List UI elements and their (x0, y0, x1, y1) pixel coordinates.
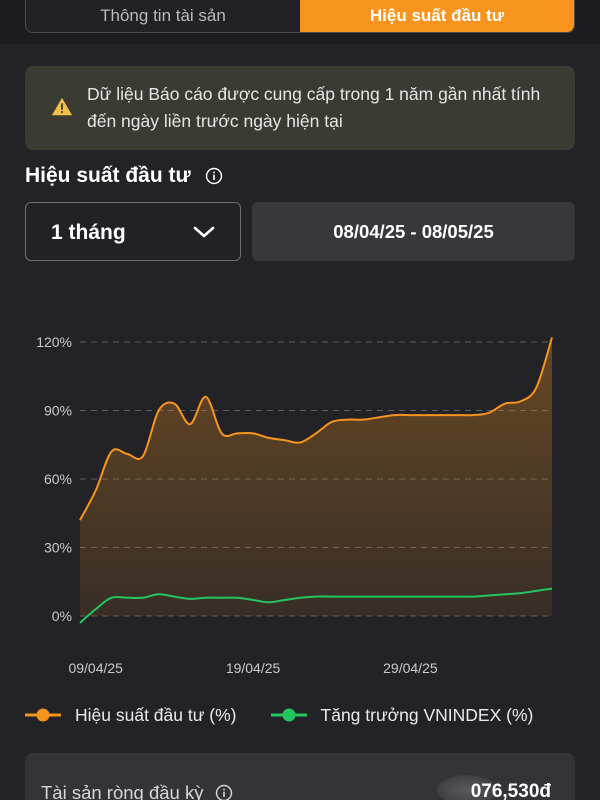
tab-investment-performance[interactable]: Hiệu suất đầu tư (300, 0, 574, 32)
period-dropdown[interactable]: 1 tháng (25, 202, 241, 261)
legend-marker-green (270, 708, 307, 722)
net-asset-card: Tài sản ròng đầu kỳ 076,530đ (25, 753, 575, 800)
legend-label-vnindex: Tăng trưởng VNINDEX (%) (320, 704, 534, 725)
y-tick-label: 60% (44, 471, 72, 487)
tab-asset-info[interactable]: Thông tin tài sản (26, 0, 300, 32)
x-tick-label: 19/04/25 (226, 660, 281, 676)
performance-series-line (79, 337, 553, 521)
data-notice-banner: Dữ liệu Báo cáo được cung cấp trong 1 nă… (25, 66, 575, 150)
chart-legend: Hiệu suất đầu tư (%) Tăng trưởng VNINDEX… (25, 700, 585, 730)
section-heading: Hiệu suất đầu tư (25, 164, 223, 188)
notice-text: Dữ liệu Báo cáo được cung cấp trong 1 nă… (87, 84, 541, 131)
tab-bar: Thông tin tài sản Hiệu suất đầu tư (25, 0, 575, 33)
period-selected-value: 1 tháng (51, 221, 126, 244)
legend-item-vnindex[interactable]: Tăng trưởng VNINDEX (%) (270, 704, 534, 726)
section-title: Hiệu suất đầu tư (25, 164, 191, 187)
info-icon[interactable] (205, 167, 223, 185)
legend-marker-orange (25, 708, 61, 722)
y-tick-label: 30% (44, 540, 72, 556)
net-asset-label-wrap: Tài sản ròng đầu kỳ (41, 782, 233, 800)
performance-chart: 0% 30% 60% 90% 120% 09/04/25 19/04/25 29/04/25 (36, 334, 553, 676)
performance-area-fill (80, 337, 552, 616)
x-tick-label: 09/04/25 (68, 660, 123, 676)
legend-item-performance[interactable]: Hiệu suất đầu tư (%) (25, 705, 237, 726)
hidden-value-blur (437, 775, 497, 800)
legend-label-performance: Hiệu suất đầu tư (%) (75, 704, 237, 725)
net-asset-label: Tài sản ròng đầu kỳ (41, 782, 204, 800)
info-icon[interactable] (215, 784, 233, 800)
warning-icon (51, 97, 73, 116)
x-tick-label: 29/04/25 (383, 660, 438, 676)
vnindex-series-line (79, 587, 553, 624)
y-tick-label: 0% (52, 608, 72, 624)
date-range-picker[interactable]: 08/04/25 - 08/05/25 (252, 202, 575, 261)
net-asset-value: 076,530đ (470, 781, 551, 800)
top-tab-strip: Thông tin tài sản Hiệu suất đầu tư (0, 0, 600, 44)
y-tick-label: 120% (36, 334, 72, 350)
y-tick-label: 90% (44, 403, 72, 419)
chevron-down-icon (193, 226, 215, 238)
